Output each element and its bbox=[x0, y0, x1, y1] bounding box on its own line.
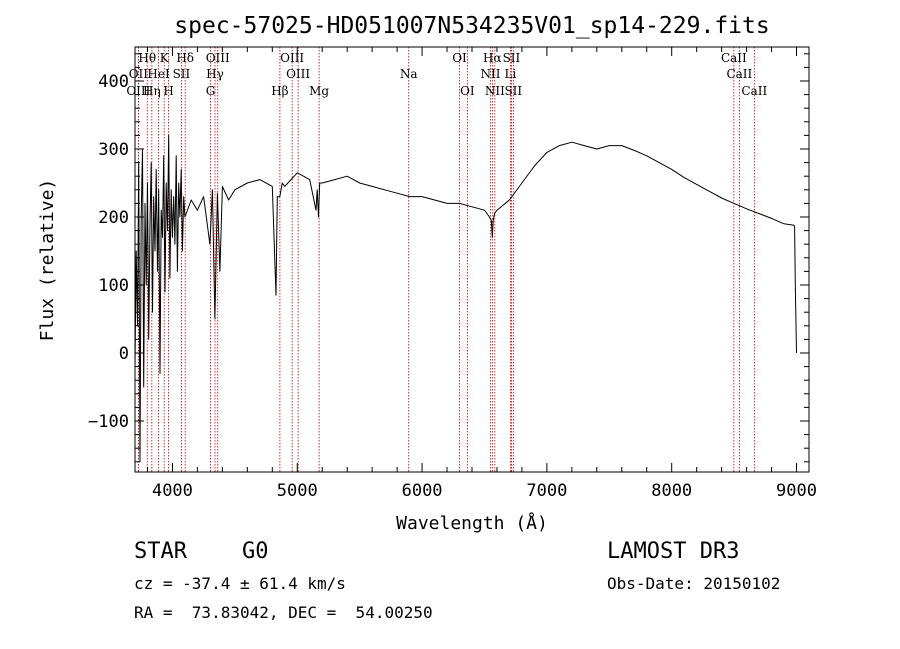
line-label-16: Li bbox=[505, 67, 517, 81]
y-tick-label: 0 bbox=[119, 344, 129, 364]
line-label-2: Hδ bbox=[176, 51, 194, 65]
x-tick-label: 9000 bbox=[776, 481, 817, 501]
line-label-12: OI bbox=[452, 51, 467, 65]
x-axis-label: Wavelength (Å) bbox=[396, 512, 548, 534]
x-tick-label: 4000 bbox=[152, 481, 193, 501]
plot-frame bbox=[134, 46, 810, 473]
line-label-0: Hθ bbox=[138, 51, 156, 65]
x-tick-label: 7000 bbox=[526, 481, 567, 501]
line-label-23: Mg bbox=[309, 84, 329, 98]
axis-ticks: 4000 5000 6000 7000 8000 9000 −100 0 100 200 300 40… bbox=[88, 47, 817, 501]
flux-series-line bbox=[134, 134, 797, 463]
line-label-11: Na bbox=[400, 67, 418, 81]
line-label-10: OIII bbox=[286, 67, 310, 81]
line-label-22: Hβ bbox=[271, 84, 288, 98]
line-label-4: OIII bbox=[280, 51, 304, 65]
y-tick-label: 100 bbox=[98, 276, 129, 296]
line-markers bbox=[137, 47, 755, 472]
line-label-8: SII bbox=[173, 67, 191, 81]
sky-coordinates: RA = 73.83042, DEC = 54.00250 bbox=[134, 603, 433, 622]
object-class: STAR bbox=[134, 539, 187, 564]
x-tick-label: 8000 bbox=[651, 481, 692, 501]
y-tick-label: 200 bbox=[98, 208, 129, 228]
y-tick-label: 300 bbox=[98, 140, 129, 160]
line-label-3: OIII bbox=[206, 51, 230, 65]
line-label-21: G bbox=[206, 84, 216, 98]
redshift-velocity: cz = -37.4 ± 61.4 km/s bbox=[134, 574, 346, 593]
y-tick-label: −100 bbox=[88, 412, 129, 432]
x-tick-label: 6000 bbox=[402, 481, 443, 501]
line-label-15: NII bbox=[480, 67, 500, 81]
series-layer bbox=[134, 134, 797, 463]
line-label-1: K bbox=[160, 51, 170, 65]
line-label-24: OI bbox=[460, 84, 475, 98]
line-label-13: Hα bbox=[483, 51, 502, 65]
line-label-19: Hη bbox=[143, 84, 161, 98]
survey-name: LAMOST DR3 bbox=[607, 539, 740, 564]
observation-date: Obs-Date: 20150102 bbox=[607, 574, 781, 593]
y-axis-label: Flux (relative) bbox=[37, 179, 58, 342]
line-label-14: SII bbox=[503, 51, 521, 65]
line-label-6: OII bbox=[129, 67, 149, 81]
line-label-18: OIII bbox=[126, 84, 150, 98]
line-label-7: HeI bbox=[147, 67, 170, 81]
x-tick-label: 5000 bbox=[277, 481, 318, 501]
y-tick-label: 400 bbox=[98, 72, 129, 92]
line-label-9: Hγ bbox=[206, 67, 224, 81]
line-label-17: CaII bbox=[726, 67, 752, 81]
line-label-5: CaII bbox=[721, 51, 747, 65]
line-label-25: NII bbox=[485, 84, 505, 98]
line-label-26: SII bbox=[504, 84, 522, 98]
line-label-27: CaII bbox=[741, 84, 767, 98]
line-label-20: H bbox=[163, 84, 173, 98]
object-subclass: G0 bbox=[242, 539, 269, 564]
chart-title: spec-57025-HD051007N534235V01_sp14-229.f… bbox=[174, 13, 769, 39]
